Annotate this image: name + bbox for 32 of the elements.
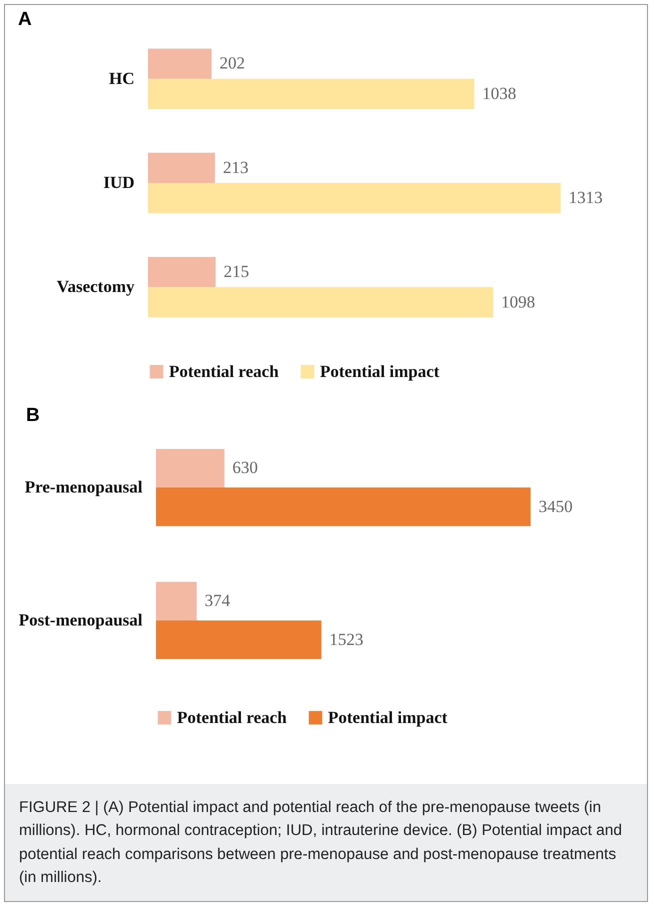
bar: [148, 48, 212, 79]
data-label: 215: [224, 262, 250, 282]
bar: [148, 152, 215, 183]
y-tick-label: Vasectomy: [56, 277, 135, 296]
bar: [156, 488, 531, 526]
data-label: 1098: [501, 292, 536, 312]
caption: FIGURE 2 | (A) Potential impact and potential reach of the pre-menopause tweets (in millions). HC, hormonal contraception; IUD, intrauterine device. (B) Potential impact and potential reach comparisons between pre-menopause and post-menopause treatments (in millions).: [19, 798, 624, 888]
data-label: 1038: [482, 84, 516, 103]
data-label: 3450: [538, 496, 573, 516]
bar: [148, 183, 561, 214]
data-label: 213: [222, 158, 248, 177]
y-tick-label: IUD: [103, 173, 134, 192]
bar: [156, 448, 224, 488]
legend-label: Potential reach: [169, 362, 280, 381]
legend-label: Potential impact: [320, 362, 440, 381]
y-tick-label: Pre-menopausal: [24, 478, 143, 497]
bar: [148, 256, 216, 288]
data-label: 202: [219, 54, 245, 73]
legend-label: Potential impact: [328, 708, 448, 727]
bar: [156, 620, 322, 660]
y-tick-label: Post-menopausal: [18, 610, 143, 630]
chart-title: B: [26, 405, 40, 426]
chart-title: A: [18, 9, 32, 30]
data-label: 1313: [568, 188, 603, 208]
bar: [148, 287, 494, 318]
data-label: 630: [232, 458, 258, 478]
data-label: 374: [204, 591, 231, 610]
legend-label: Potential reach: [177, 708, 288, 727]
data-label: 1523: [329, 630, 364, 649]
bar: [148, 78, 474, 110]
bar: [156, 582, 197, 620]
y-tick-label: HC: [109, 68, 134, 88]
